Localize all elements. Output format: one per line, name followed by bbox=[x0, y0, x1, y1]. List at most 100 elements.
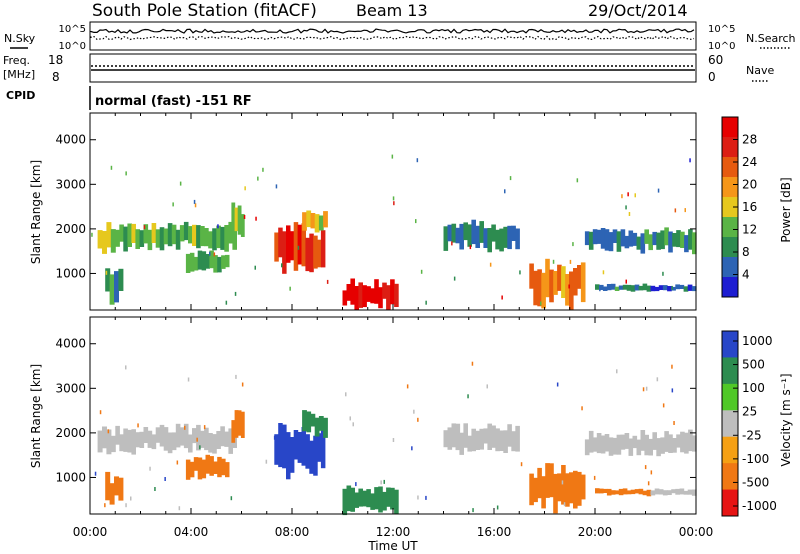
velocity-ytick-label: 3000 bbox=[55, 381, 86, 395]
power-region-1-cell bbox=[159, 227, 165, 251]
velocity-region-2-cell bbox=[240, 411, 245, 438]
power-region-11-cell bbox=[602, 286, 608, 291]
time-tick-label: 12:00 bbox=[376, 525, 411, 539]
power-region-4-cell bbox=[225, 254, 230, 268]
power-colorbar-block bbox=[722, 237, 738, 258]
time-tick-label: 00:00 bbox=[679, 525, 714, 539]
power-region-9-cell bbox=[565, 274, 570, 306]
velocity-scatter-point bbox=[235, 374, 237, 379]
power-region-10-cell bbox=[668, 231, 673, 253]
power-scatter-point bbox=[393, 201, 395, 206]
velocity-region-4-cell bbox=[213, 461, 218, 474]
time-tick-label: 08:00 bbox=[275, 525, 310, 539]
power-region-9-cell bbox=[577, 265, 582, 289]
power-region-1-cell bbox=[212, 228, 217, 251]
velocity-region-10-cell bbox=[656, 438, 661, 457]
power-region-10-cell bbox=[608, 232, 614, 252]
power-scatter-point bbox=[326, 279, 329, 284]
power-region-1-cell bbox=[115, 229, 120, 247]
time-tick-label: 00:00 bbox=[73, 525, 108, 539]
power-region-11-cell bbox=[606, 284, 612, 291]
power-region-5-cell bbox=[320, 230, 326, 268]
velocity-scatter-point bbox=[380, 480, 382, 485]
velocity-scatter-point bbox=[355, 482, 357, 487]
power-scatter-point bbox=[416, 158, 419, 163]
power-region-7-cell bbox=[390, 279, 395, 305]
power-region-8-cell bbox=[503, 226, 508, 248]
velocity-region-11-cell bbox=[634, 489, 640, 494]
velocity-colorbar-block bbox=[722, 357, 738, 385]
power-region-4-cell bbox=[185, 253, 191, 273]
power-scatter-point bbox=[234, 291, 237, 296]
velocity-scatter-point bbox=[352, 422, 354, 427]
station-title: South Pole Station (fitACF) bbox=[92, 1, 317, 21]
power-region-11-cell bbox=[626, 284, 632, 291]
velocity-region-7-cell bbox=[350, 487, 355, 512]
power-region-8-cell bbox=[479, 221, 484, 243]
power-scatter-point bbox=[213, 252, 216, 257]
velocity-scatter-point bbox=[425, 495, 427, 500]
velocity-colorbar-tick-label: 25 bbox=[742, 405, 757, 419]
power-region-2-cell bbox=[231, 202, 236, 233]
velocity-scatter-point bbox=[345, 392, 347, 397]
power-x-ticks bbox=[89, 113, 697, 310]
velocity-scatter-point bbox=[199, 445, 201, 450]
power-region-11-cell bbox=[610, 283, 616, 290]
power-panel: 1000 2000 3000 4000 Slant Range [km] bbox=[29, 112, 697, 311]
power-scatter-point bbox=[244, 186, 246, 191]
power-region-10-cell bbox=[648, 234, 653, 251]
power-colorbar-label: Power [dB] bbox=[779, 177, 793, 242]
power-colorbar-block bbox=[722, 257, 738, 278]
power-region-2-cell bbox=[240, 214, 245, 237]
power-region-10-cell bbox=[596, 229, 602, 244]
power-region-9-cell bbox=[561, 266, 566, 298]
velocity-region-12-cell bbox=[658, 489, 664, 495]
power-colorbar: 4 8 12 16 20 24 28 Power [dB] bbox=[721, 116, 793, 298]
power-region-1-cell bbox=[131, 223, 136, 243]
power-scatter-point bbox=[453, 276, 456, 281]
velocity-region-8-cell bbox=[467, 435, 472, 452]
velocity-region-10-cell bbox=[660, 437, 665, 454]
power-region-12-cell bbox=[691, 286, 697, 292]
velocity-region-5-cell bbox=[317, 433, 322, 462]
velocity-region-11-cell bbox=[622, 488, 628, 495]
power-region-0-cell bbox=[97, 230, 103, 249]
power-scatter-point bbox=[540, 301, 542, 306]
power-colorbar-block bbox=[722, 137, 738, 158]
power-region-10-cell bbox=[640, 233, 646, 254]
velocity-region-4-cell bbox=[201, 459, 207, 479]
power-region-8-cell bbox=[511, 225, 516, 241]
power-region-7-cell bbox=[386, 285, 391, 310]
velocity-scatter-point bbox=[392, 438, 395, 442]
power-scatter-point bbox=[489, 262, 492, 267]
power-region-1-cell bbox=[123, 226, 128, 252]
power-region-7-cell bbox=[378, 287, 383, 309]
velocity-region-1-cell bbox=[212, 434, 217, 454]
power-scatter-point bbox=[110, 165, 113, 170]
velocity-scatter-point bbox=[662, 403, 665, 408]
velocity-scatter-point bbox=[647, 481, 650, 486]
power-region-10-cell bbox=[616, 231, 622, 252]
power-region-11-cell bbox=[599, 284, 604, 290]
power-region-7-cell bbox=[374, 279, 379, 304]
velocity-region-8-cell bbox=[507, 424, 512, 447]
velocity-region-10-cell bbox=[668, 434, 673, 453]
power-region-1-cell bbox=[143, 224, 149, 244]
velocity-region-0-cell bbox=[110, 435, 116, 453]
velocity-region-4-cell bbox=[185, 459, 191, 480]
velocity-scatter-point bbox=[220, 439, 223, 444]
power-region-10-cell bbox=[644, 229, 649, 244]
power-region-8-cell bbox=[443, 226, 449, 251]
power-region-4-cell bbox=[205, 254, 210, 269]
velocity-region-9-cell bbox=[529, 473, 534, 506]
power-region-1-cell bbox=[179, 225, 185, 242]
power-region-10-cell bbox=[680, 231, 685, 248]
velocity-scatter-point bbox=[417, 495, 419, 500]
velocity-scatter-point bbox=[203, 425, 206, 430]
power-scatter-point bbox=[415, 219, 417, 224]
velocity-region-4-cell bbox=[197, 457, 203, 480]
velocity-region-9-cell bbox=[573, 470, 578, 509]
velocity-region-8-cell bbox=[503, 430, 508, 453]
velocity-scatter-point bbox=[164, 477, 166, 481]
velocity-region-1-cell bbox=[155, 427, 161, 443]
